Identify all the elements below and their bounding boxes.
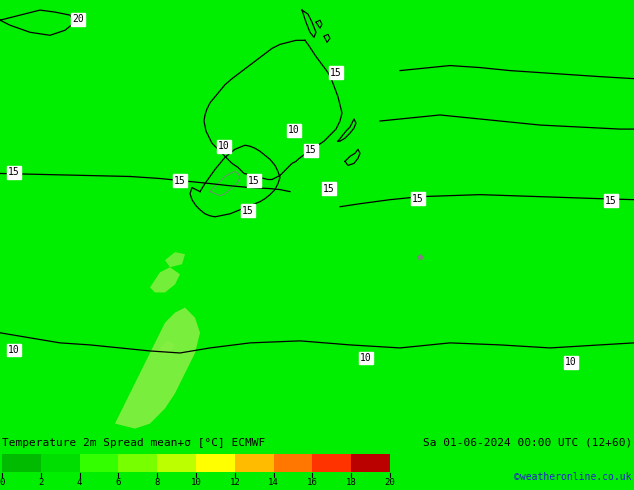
Bar <box>274 454 313 472</box>
Text: 10: 10 <box>288 125 300 135</box>
Text: 18: 18 <box>346 478 356 487</box>
Text: Sa 01-06-2024 00:00 UTC (12+60): Sa 01-06-2024 00:00 UTC (12+60) <box>423 438 632 448</box>
Text: 15: 15 <box>605 196 617 206</box>
Bar <box>80 454 119 472</box>
Text: 20: 20 <box>385 478 396 487</box>
Bar <box>196 454 235 472</box>
Text: 15: 15 <box>330 68 342 77</box>
Bar <box>2 454 41 472</box>
Text: 15: 15 <box>412 194 424 204</box>
Text: Temperature 2m Spread mean+σ [°C] ECMWF: Temperature 2m Spread mean+σ [°C] ECMWF <box>2 438 265 448</box>
Text: 14: 14 <box>268 478 279 487</box>
Bar <box>41 454 80 472</box>
Text: 10: 10 <box>565 357 577 367</box>
Polygon shape <box>160 341 175 355</box>
Polygon shape <box>165 252 185 267</box>
Text: 15: 15 <box>174 175 186 186</box>
Text: 15: 15 <box>323 184 335 194</box>
Text: 16: 16 <box>307 478 318 487</box>
Text: 10: 10 <box>218 141 230 151</box>
Text: 10: 10 <box>8 345 20 355</box>
Text: 0: 0 <box>0 478 4 487</box>
Text: 15: 15 <box>8 168 20 177</box>
Text: 10: 10 <box>191 478 202 487</box>
Bar <box>119 454 157 472</box>
Text: 6: 6 <box>116 478 121 487</box>
Bar <box>313 454 351 472</box>
Text: 10: 10 <box>360 353 372 363</box>
Text: 15: 15 <box>248 175 260 186</box>
Text: 15: 15 <box>305 146 317 155</box>
Polygon shape <box>150 267 180 293</box>
Text: 8: 8 <box>155 478 160 487</box>
Bar <box>351 454 390 472</box>
Text: 15: 15 <box>242 206 254 216</box>
Text: 12: 12 <box>230 478 240 487</box>
Bar <box>235 454 274 472</box>
Text: 2: 2 <box>38 478 44 487</box>
Polygon shape <box>115 308 200 429</box>
Text: ©weatheronline.co.uk: ©weatheronline.co.uk <box>515 472 632 482</box>
Text: 4: 4 <box>77 478 82 487</box>
Text: 20: 20 <box>72 14 84 24</box>
Bar <box>157 454 196 472</box>
